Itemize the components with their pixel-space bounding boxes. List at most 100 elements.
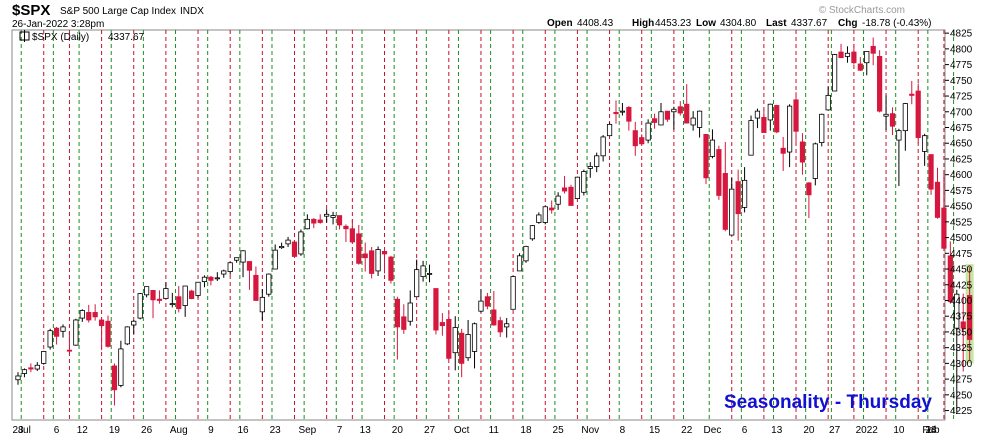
candle [709, 129, 716, 159]
candle [947, 241, 953, 304]
candle [53, 326, 60, 345]
candle [311, 218, 317, 229]
x-tick-label: 2022 [856, 425, 879, 436]
chg-value: -18.78 (-0.43%) [862, 18, 931, 29]
x-tick-label: 20 [392, 425, 404, 436]
candle [684, 84, 690, 124]
y-tick-label: 4400 [950, 296, 973, 307]
candle [516, 253, 523, 272]
candle [98, 319, 105, 351]
y-tick-label: 4275 [950, 375, 973, 386]
candle [651, 113, 658, 129]
candle [137, 292, 143, 320]
high-label: High [632, 18, 654, 29]
candle [15, 372, 21, 385]
x-tick-label: 22 [681, 425, 693, 436]
y-tick-label: 4450 [950, 265, 973, 276]
candle [703, 134, 709, 185]
candle [729, 177, 735, 236]
candle [73, 318, 79, 346]
candle [741, 167, 748, 213]
y-tick-label: 4575 [950, 186, 973, 197]
x-tick-label: 20 [803, 425, 815, 436]
candle [594, 152, 600, 173]
candle [864, 50, 870, 76]
x-tick-label: Feb [922, 425, 940, 436]
candle [336, 215, 343, 230]
candle [922, 133, 928, 166]
candle [86, 304, 92, 323]
candle [414, 259, 420, 298]
candle [266, 273, 272, 297]
last-value: 4337.67 [791, 18, 828, 29]
candle [369, 247, 375, 279]
candle [774, 104, 780, 134]
candle [735, 169, 741, 241]
candle [92, 304, 98, 321]
y-tick-label: 4550 [950, 202, 973, 213]
candle [844, 46, 851, 63]
candle [812, 142, 818, 186]
candle [221, 269, 227, 278]
open-value: 4408.43 [577, 18, 614, 29]
candle [124, 326, 130, 346]
security-name: S&P 500 Large Cap Index [60, 6, 176, 17]
candle [581, 169, 587, 196]
candle [208, 275, 214, 286]
candle [304, 214, 310, 230]
candle [285, 236, 291, 248]
plot-area [11, 29, 946, 421]
candle [838, 43, 844, 59]
candle [420, 260, 426, 282]
candle [851, 43, 857, 65]
candle [452, 316, 458, 371]
open-label: Open [547, 18, 573, 29]
x-tick-label: 28 [12, 425, 24, 436]
y-tick-label: 4225 [950, 406, 973, 417]
candle [259, 289, 265, 321]
x-tick-label: 26 [141, 425, 153, 436]
candles [15, 37, 973, 413]
candle [889, 107, 896, 136]
candle [459, 328, 465, 378]
candle [639, 134, 645, 145]
y-tick-label: 4700 [950, 107, 973, 118]
candle [954, 289, 960, 413]
x-tick-label: 15 [649, 425, 661, 436]
x-tick-label: 27 [829, 425, 841, 436]
candle [928, 154, 934, 195]
candle [877, 50, 883, 113]
candle [426, 264, 433, 283]
candle [799, 133, 806, 175]
candle [298, 229, 304, 256]
legend-series-label: $SPX (Daily) [32, 32, 89, 43]
candle [131, 319, 137, 334]
y-tick-label: 4800 [950, 44, 973, 55]
candle [362, 242, 368, 272]
candle [143, 286, 150, 298]
candle [748, 115, 754, 156]
watermark: © StockCharts.com [819, 5, 905, 16]
candle [253, 266, 259, 301]
candle [478, 289, 484, 313]
x-tick-label: Dec [704, 425, 722, 436]
candle [324, 209, 330, 223]
candle [343, 224, 349, 242]
candle [47, 328, 53, 350]
x-tick-label: 24 [925, 425, 937, 436]
candle [317, 214, 323, 224]
candle [568, 184, 574, 206]
candle [677, 101, 683, 116]
candle [561, 175, 568, 194]
legend-value: 4337.67 [108, 32, 145, 43]
x-tick-label: 7 [337, 425, 343, 436]
candle [793, 92, 799, 146]
candle [240, 250, 246, 278]
candle [716, 145, 722, 200]
candle [510, 275, 516, 310]
y-tick-label: 4675 [950, 123, 973, 134]
candle [330, 211, 336, 225]
x-tick-label: Oct [454, 425, 470, 436]
candle [446, 311, 452, 360]
x-tick-label: 27 [424, 425, 436, 436]
